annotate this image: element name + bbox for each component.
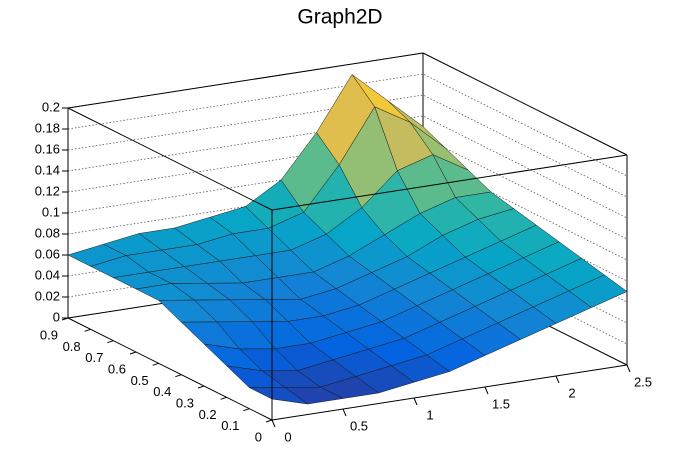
x-tick xyxy=(413,397,418,406)
x-tick xyxy=(555,375,560,384)
x-tick-label: 0 xyxy=(284,429,291,444)
x-tick xyxy=(484,386,489,395)
z-tick-label: 0.08 xyxy=(35,225,60,240)
frame-edge xyxy=(422,52,628,156)
z-tick-label: 0 xyxy=(53,309,60,324)
frame-edge xyxy=(67,52,424,109)
y-tick xyxy=(129,351,137,355)
frame-edge xyxy=(67,107,273,211)
z-tick-label: 0.1 xyxy=(42,204,60,219)
y-tick xyxy=(243,408,250,412)
frame-edge xyxy=(271,364,628,421)
y-tick-label: 0.4 xyxy=(153,384,171,399)
y-tick xyxy=(197,385,205,389)
surface-cell xyxy=(249,387,308,405)
grid-line xyxy=(67,136,628,240)
x-tick xyxy=(342,408,347,417)
x-tick-label: 2.5 xyxy=(634,374,652,389)
y-tick-label: 0.5 xyxy=(131,373,149,388)
grid-line xyxy=(67,94,628,198)
y-tick-label: 0.2 xyxy=(199,407,217,422)
chart-title: Graph2D xyxy=(297,6,382,29)
z-tick-label: 0.16 xyxy=(35,141,60,156)
y-tick xyxy=(107,340,114,344)
y-tick-label: 0.9 xyxy=(40,327,58,342)
y-tick xyxy=(152,362,159,366)
y-tick-label: 0.6 xyxy=(108,361,126,376)
grid-line xyxy=(67,73,628,177)
frame-edge xyxy=(271,154,628,211)
grid-line xyxy=(67,115,628,219)
frame-edge xyxy=(67,317,273,421)
x-tick-label: 1.5 xyxy=(492,396,510,411)
x-tick-label: 2 xyxy=(568,385,575,400)
x-tick-label: 0.5 xyxy=(350,418,368,433)
z-tick-label: 0.02 xyxy=(35,288,60,303)
y-tick-label: 0.7 xyxy=(85,350,103,365)
y-tick xyxy=(265,419,273,423)
y-tick-label: 0.3 xyxy=(176,395,194,410)
z-tick-label: 0.14 xyxy=(35,162,60,177)
z-tick-label: 0.04 xyxy=(35,267,60,282)
z-tick-label: 0.12 xyxy=(35,183,60,198)
y-tick-label: 0.1 xyxy=(221,418,239,433)
z-tick-label: 0.2 xyxy=(42,99,60,114)
y-tick-label: 0.8 xyxy=(63,339,81,354)
y-tick xyxy=(84,328,91,332)
x-tick xyxy=(271,419,276,428)
y-tick xyxy=(220,396,227,400)
z-tick-label: 0.06 xyxy=(35,246,60,261)
grid-line xyxy=(67,157,628,261)
z-tick-label: 0.18 xyxy=(35,120,60,135)
y-tick-label: 0 xyxy=(255,429,262,444)
y-tick xyxy=(61,317,69,321)
y-tick xyxy=(175,374,182,378)
x-tick xyxy=(626,364,631,373)
x-tick-label: 1 xyxy=(426,407,433,422)
